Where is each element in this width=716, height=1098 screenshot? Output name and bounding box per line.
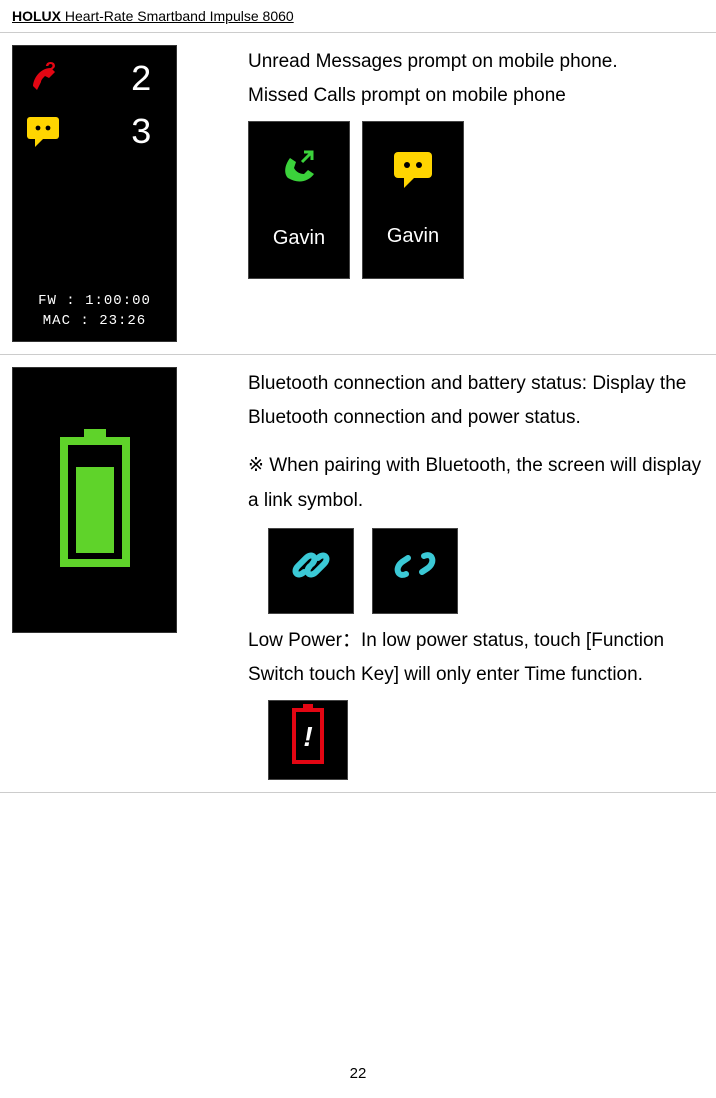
msg-count: 3: [130, 113, 152, 154]
page-header: HOLUX Heart-Rate Smartband Impulse 8060: [0, 0, 716, 28]
tile2-label: Gavin: [387, 218, 439, 254]
phone-incoming-icon: [274, 144, 324, 206]
message-icon: [23, 113, 63, 154]
brand: HOLUX: [12, 8, 61, 24]
row2-p3: Low Power：In low power status, touch [Fu…: [248, 624, 704, 692]
link-tile-row: [268, 528, 704, 614]
missed-count: 2: [130, 60, 152, 101]
row1-line2: Missed Calls prompt on mobile phone: [248, 79, 704, 113]
row1-right-cell: Unread Messages prompt on mobile phone. …: [236, 33, 716, 355]
message-icon: [388, 146, 438, 204]
tile-low-battery: !: [268, 700, 348, 780]
row1-left-cell: ? 2 3 FW : 1:: [0, 33, 236, 355]
device-screen-battery: [12, 367, 177, 633]
row2-p2: When pairing with Bluetooth, the screen …: [248, 455, 701, 510]
svg-text:?: ?: [45, 59, 56, 79]
device-screen-notifications: ? 2 3 FW : 1:: [12, 45, 177, 342]
tile-unlinked: [372, 528, 458, 614]
page-number: 22: [0, 1065, 716, 1082]
content-table: ? 2 3 FW : 1:: [0, 32, 716, 793]
link-icon: [284, 538, 338, 604]
row1-line1: Unread Messages prompt on mobile phone.: [248, 45, 704, 79]
tile-call: Gavin: [248, 121, 350, 279]
tile-msg: Gavin: [362, 121, 464, 279]
row2-right-cell: Bluetooth connection and battery status:…: [236, 355, 716, 793]
low-tile-wrap: !: [268, 700, 704, 780]
tile-linked: [268, 528, 354, 614]
missed-call-icon: ?: [23, 58, 63, 103]
mac-line: MAC : 23:26: [43, 313, 146, 329]
tile-row: Gavin Gavin: [248, 121, 704, 279]
battery-icon: [50, 423, 140, 578]
model: Heart-Rate Smartband Impulse 8060: [61, 8, 294, 24]
broken-link-icon: [388, 538, 442, 604]
row2-left-cell: [0, 355, 236, 793]
row2-p1: Bluetooth connection and battery status:…: [248, 367, 704, 435]
svg-text:!: !: [303, 721, 312, 752]
tile1-label: Gavin: [273, 220, 325, 256]
row2-p2-wrap: ※ When pairing with Bluetooth, the scree…: [248, 449, 704, 517]
low-battery-icon: !: [286, 702, 330, 778]
note-symbol: ※: [248, 455, 269, 476]
fw-line: FW : 1:00:00: [38, 293, 151, 309]
